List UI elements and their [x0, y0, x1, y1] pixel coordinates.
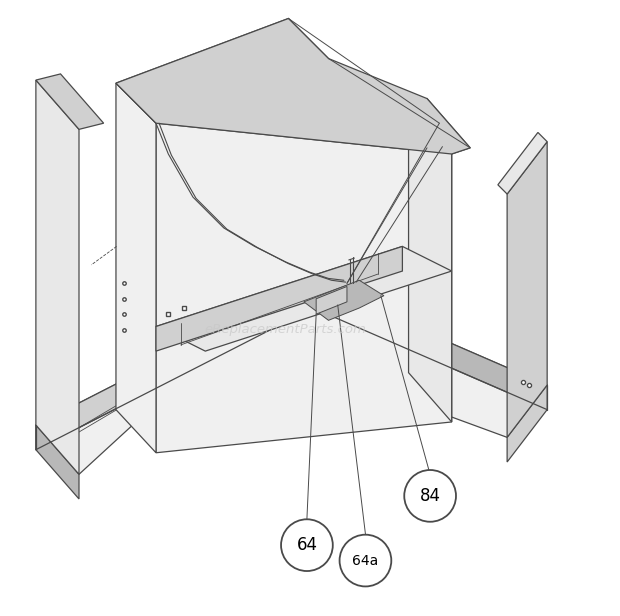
Text: 84: 84 — [420, 487, 441, 505]
Polygon shape — [409, 99, 470, 154]
Polygon shape — [36, 283, 313, 450]
Polygon shape — [507, 385, 547, 462]
Circle shape — [404, 470, 456, 522]
Polygon shape — [116, 18, 329, 123]
Polygon shape — [409, 105, 452, 422]
Circle shape — [281, 519, 333, 571]
Polygon shape — [507, 142, 547, 437]
Polygon shape — [36, 425, 79, 499]
Polygon shape — [36, 283, 547, 474]
Polygon shape — [116, 83, 156, 453]
Polygon shape — [36, 80, 79, 474]
Polygon shape — [316, 286, 347, 314]
Polygon shape — [36, 74, 104, 129]
Polygon shape — [116, 18, 470, 154]
Polygon shape — [304, 280, 384, 320]
Polygon shape — [156, 246, 452, 351]
Text: 64a: 64a — [352, 554, 379, 567]
Polygon shape — [156, 123, 452, 453]
Text: eReplacementParts.com: eReplacementParts.com — [205, 323, 366, 336]
Polygon shape — [498, 132, 547, 194]
Polygon shape — [313, 283, 547, 410]
Circle shape — [340, 535, 391, 586]
Polygon shape — [156, 246, 402, 351]
Text: 64: 64 — [296, 536, 317, 554]
